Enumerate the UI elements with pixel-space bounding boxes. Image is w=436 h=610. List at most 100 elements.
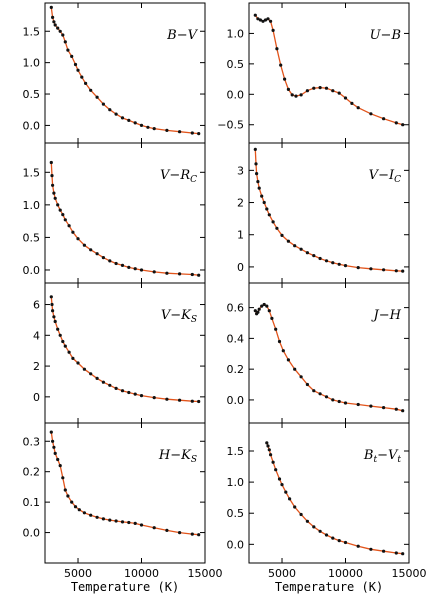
data-point (152, 127, 156, 131)
data-point (82, 243, 86, 247)
data-point (66, 48, 70, 52)
panel-label: V−IC (369, 168, 401, 185)
panel-label: B−V (166, 28, 198, 43)
x-axis-label: Temperature (K) (71, 580, 179, 594)
data-point (58, 333, 62, 337)
data-point (271, 220, 275, 224)
data-point (127, 520, 131, 525)
data-point (294, 94, 298, 98)
data-point (269, 453, 273, 457)
data-point (139, 394, 144, 398)
y-tick-label: −0.5 (217, 119, 244, 132)
data-point (114, 386, 118, 390)
data-point (356, 106, 360, 110)
data-point (95, 95, 99, 99)
data-point (58, 464, 62, 468)
data-point (369, 112, 373, 116)
y-tick-label: 1.5 (23, 166, 41, 179)
data-point (77, 508, 81, 512)
data-point (51, 15, 55, 19)
panel-label: Bt−Vt (363, 448, 401, 465)
y-tick-label: 6 (33, 299, 40, 312)
data-point (139, 523, 144, 527)
panel-frame (44, 142, 206, 284)
panel-frame (248, 282, 410, 424)
data-point (76, 68, 80, 72)
data-point (331, 536, 335, 540)
data-point (343, 96, 348, 100)
data-point (133, 521, 137, 526)
data-point (49, 295, 53, 299)
data-point (337, 91, 341, 95)
data-point (165, 397, 169, 401)
data-point (256, 17, 260, 21)
model-curve (50, 7, 199, 135)
data-point (260, 304, 264, 308)
data-point (139, 123, 144, 127)
y-tick-label: 0.0 (23, 264, 41, 277)
data-point (305, 382, 309, 387)
data-point (108, 518, 112, 522)
data-point (331, 398, 335, 402)
data-point (120, 520, 125, 524)
data-point (324, 86, 329, 90)
data-point (343, 540, 348, 545)
y-tick-label: 1.0 (23, 199, 41, 212)
data-point (56, 26, 60, 30)
data-point (120, 389, 125, 393)
data-point (52, 445, 56, 449)
data-point (127, 118, 131, 122)
data-point (257, 307, 261, 311)
y-tick-label: 0.5 (23, 231, 41, 244)
data-point (267, 448, 271, 452)
x-tick-label: 15000 (392, 567, 427, 580)
data-point (56, 203, 60, 207)
panel-frame (44, 2, 206, 144)
data-point (288, 497, 292, 501)
x-axis-label: Temperature (K) (275, 580, 383, 594)
data-point (53, 196, 57, 200)
data-point (256, 180, 260, 184)
data-point (266, 17, 270, 21)
data-point (70, 54, 74, 59)
data-point (114, 112, 118, 116)
data-point (63, 344, 67, 348)
data-point (52, 20, 56, 24)
data-point (95, 376, 99, 380)
data-point (286, 358, 290, 362)
data-point (101, 102, 105, 106)
data-point (66, 494, 70, 498)
y-tick-label: 1 (237, 229, 244, 242)
data-point (265, 304, 269, 308)
data-point (127, 265, 131, 269)
y-tick-label: 4 (33, 329, 40, 342)
data-point (305, 251, 309, 255)
data-point (299, 247, 303, 251)
data-point (299, 512, 303, 517)
x-tick-label: 10000 (124, 567, 159, 580)
data-point (80, 75, 84, 79)
panel-label: H−KS (158, 448, 197, 465)
data-point (299, 93, 303, 97)
y-tick-label: 0.0 (227, 394, 245, 407)
data-point (324, 259, 329, 263)
y-tick-label: 0.1 (23, 496, 41, 509)
data-point (76, 237, 80, 241)
data-point (382, 406, 386, 410)
data-point (312, 86, 316, 90)
data-point (58, 208, 62, 212)
data-point (394, 121, 398, 125)
y-tick-label: 0.5 (227, 507, 245, 520)
data-point (133, 121, 137, 125)
data-point (95, 252, 99, 256)
data-point (267, 309, 271, 313)
data-point (293, 367, 297, 371)
data-point (61, 339, 65, 344)
data-point (343, 401, 348, 405)
data-point (256, 310, 260, 314)
panel-label: V−RC (160, 168, 197, 185)
data-point (50, 174, 54, 178)
data-point (331, 261, 335, 265)
data-point (299, 375, 303, 379)
data-point (73, 62, 78, 67)
